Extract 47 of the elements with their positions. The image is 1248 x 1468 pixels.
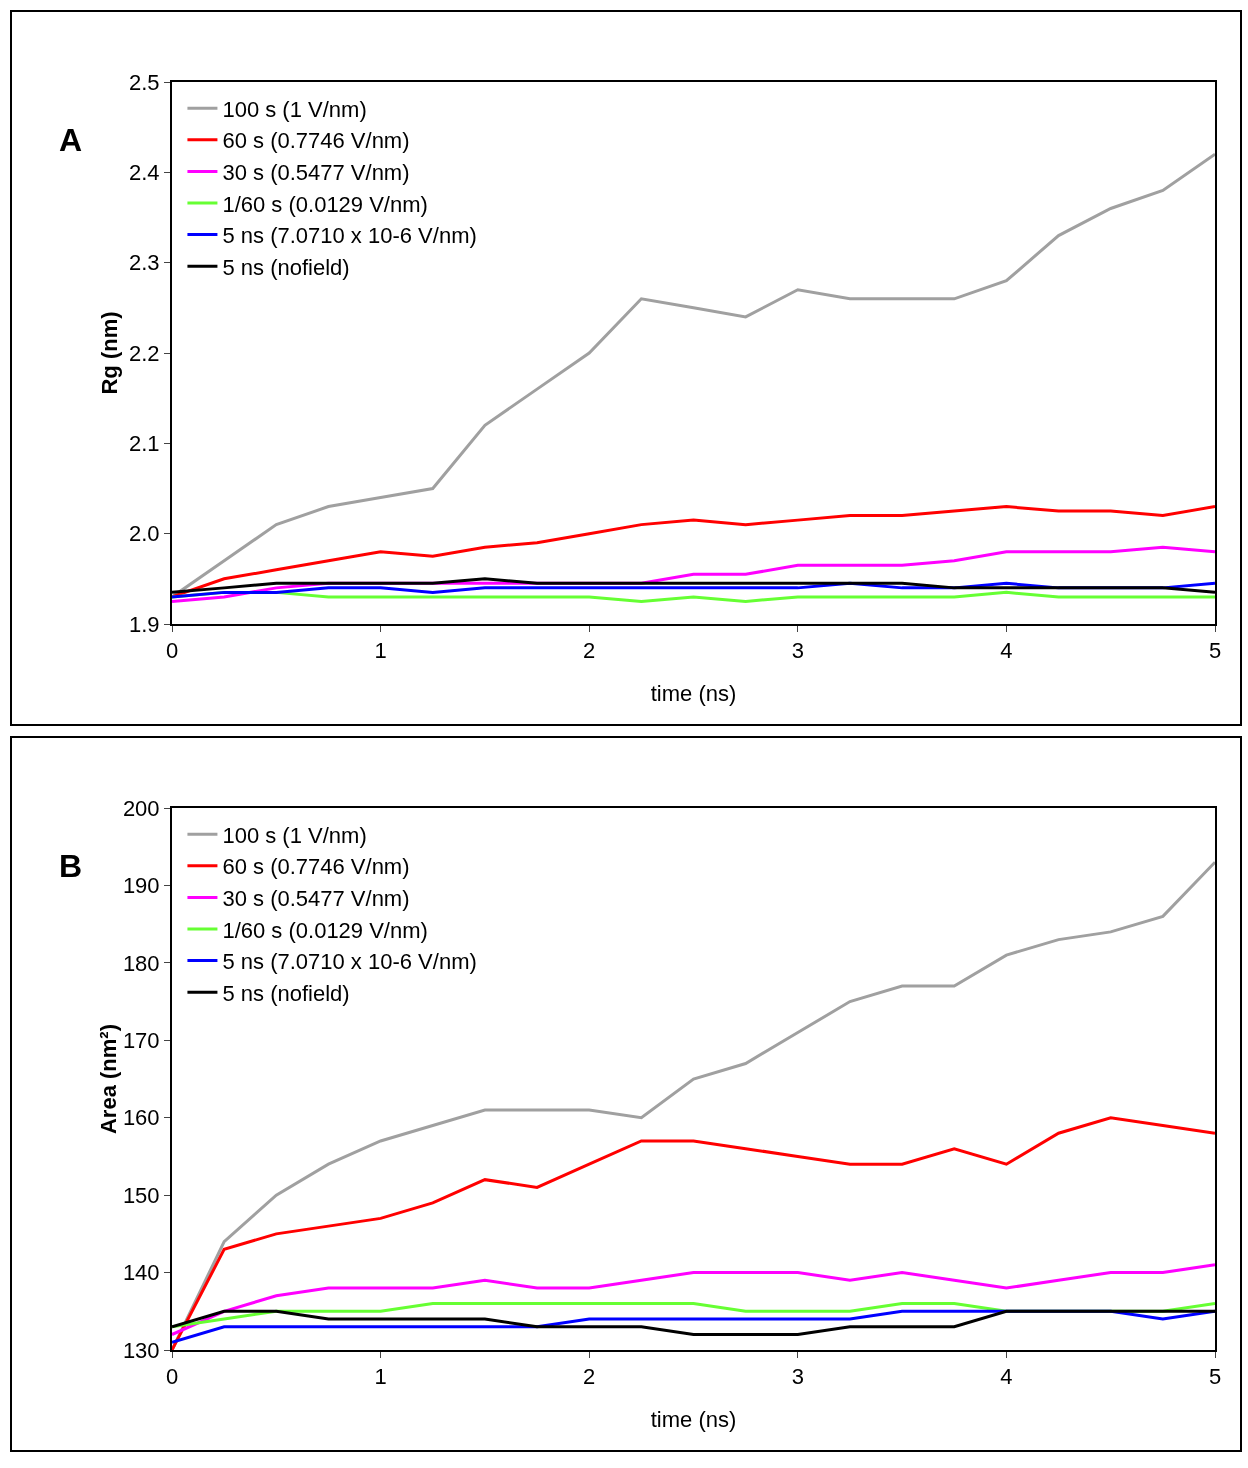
legend-label: 5 ns (7.0710 x 10-6 V/nm) <box>222 949 477 975</box>
legend-label: 60 s (0.7746 V/nm) <box>222 854 410 880</box>
x-tick-label: 4 <box>1000 638 1013 664</box>
legend-label: 5 ns (7.0710 x 10-6 V/nm) <box>222 223 477 249</box>
legend-label: 60 s (0.7746 V/nm) <box>222 128 410 154</box>
x-tick-label: 0 <box>165 638 179 664</box>
legend-label: 30 s (0.5477 V/nm) <box>222 160 410 185</box>
y-tick-label: 150 <box>122 1182 160 1208</box>
x-tick-label: 2 <box>583 1364 596 1390</box>
x-tick-label: 3 <box>791 638 804 664</box>
x-tick-label: 2 <box>583 638 596 664</box>
y-tick-label: 160 <box>122 1105 160 1131</box>
y-tick-label: 2.3 <box>129 250 160 276</box>
x-tick-label: 1 <box>374 638 387 664</box>
line-series <box>172 1116 1215 1350</box>
legend-label: 100 s (1 V/nm) <box>222 96 367 122</box>
y-tick-label: 1.9 <box>129 611 160 637</box>
legend-label: 1/60 s (0.0129 V/nm) <box>222 191 428 217</box>
x-tick-label: 5 <box>1208 1364 1222 1390</box>
y-tick-label: 190 <box>122 873 160 899</box>
y-tick-label: 2.0 <box>129 521 160 547</box>
x-tick-label: 4 <box>1000 1364 1013 1390</box>
x-axis-title: time (ns) <box>650 1407 737 1432</box>
y-tick-label: 2.4 <box>129 160 160 186</box>
y-tick-label: 2.2 <box>129 340 160 366</box>
y-tick-label: 130 <box>122 1337 160 1363</box>
y-tick-label: 2.5 <box>129 69 160 95</box>
legend-label: 100 s (1 V/nm) <box>222 822 367 848</box>
y-tick-label: 140 <box>122 1260 160 1286</box>
y-tick-label: 180 <box>122 950 160 976</box>
text: B <box>59 848 83 884</box>
x-tick-label: 3 <box>791 1364 804 1390</box>
legend-label: 5 ns (nofield) <box>222 254 350 280</box>
line-series <box>172 1263 1215 1337</box>
text: A <box>59 122 83 158</box>
x-tick-label: 5 <box>1208 638 1222 664</box>
legend-label: 5 ns (nofield) <box>222 980 350 1006</box>
y-axis-title: Area (nm²) <box>95 1023 121 1135</box>
y-tick-label: 200 <box>122 795 160 821</box>
x-tick-label: 1 <box>374 1364 387 1390</box>
legend-label: 1/60 s (0.0129 V/nm) <box>222 917 428 943</box>
x-tick-label: 0 <box>165 1364 179 1390</box>
y-tick-label: 170 <box>122 1027 160 1053</box>
y-tick-label: 2.1 <box>129 431 160 457</box>
x-axis-title: time (ns) <box>650 681 737 706</box>
y-axis-title: Rg (nm) <box>97 311 122 395</box>
legend-label: 30 s (0.5477 V/nm) <box>222 886 410 911</box>
